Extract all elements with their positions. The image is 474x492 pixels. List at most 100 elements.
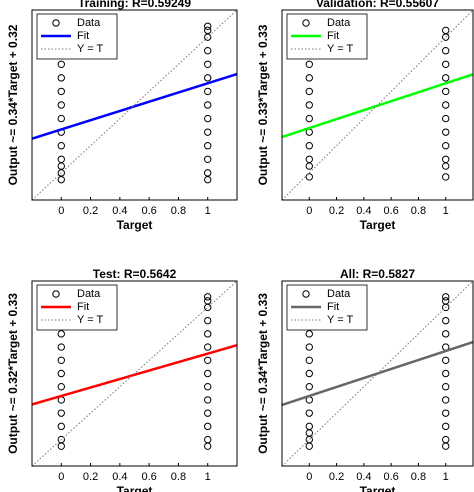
data-point: [442, 173, 450, 181]
data-point: [204, 128, 212, 136]
x-tick-label: 0.2: [83, 205, 98, 217]
x-tick-label: 0.2: [329, 471, 344, 483]
legend-label: Fit: [327, 30, 339, 42]
data-point: [204, 114, 212, 123]
series-group: [31, 9, 238, 201]
data-point: [442, 383, 450, 391]
data-point: [442, 47, 450, 55]
legend-label: Y = T: [327, 314, 353, 326]
x-tick-label: 0.4: [112, 471, 127, 483]
identity-line: [31, 9, 238, 201]
fit-line: [31, 344, 238, 406]
x-tick-label: 1: [205, 205, 211, 217]
data-point: [204, 356, 212, 364]
identity-line: [281, 9, 474, 201]
x-axis-label: Target: [360, 218, 396, 232]
series-group: [31, 280, 238, 467]
data-point: [57, 330, 65, 338]
x-tick-label: 0.8: [411, 471, 426, 483]
data-point: [57, 435, 65, 444]
y-axis-label: Output ~= 0.34*Target + 0.32: [6, 24, 20, 185]
axes-frame: [31, 9, 238, 201]
x-tick-label: 1: [205, 471, 211, 483]
data-point: [305, 383, 313, 391]
data-point: [442, 409, 450, 417]
legend-label: Fit: [77, 301, 89, 313]
data-point: [442, 396, 450, 404]
data-point: [442, 297, 450, 305]
data-point: [57, 356, 65, 364]
data-point: [57, 87, 65, 96]
x-tick-label: 0: [58, 471, 64, 483]
data-point: [305, 87, 313, 96]
data-point: [442, 293, 450, 301]
data-point: [57, 383, 65, 391]
legend-label: Y = T: [327, 43, 353, 55]
x-tick-label: 1: [443, 205, 449, 217]
data-point: [204, 435, 212, 444]
data-point: [204, 74, 212, 82]
x-tick-label: 0.2: [83, 471, 98, 483]
legend-marker: [52, 19, 60, 27]
fit-line: [31, 72, 238, 140]
data-point: [57, 74, 65, 82]
data-point: [204, 293, 212, 301]
data-point: [305, 343, 313, 351]
data-point: [305, 173, 313, 181]
data-point: [305, 142, 313, 150]
legend-label: Data: [77, 288, 101, 300]
fit-line: [281, 340, 474, 407]
data-point: [204, 330, 212, 338]
data-point: [442, 316, 450, 325]
data-point: [305, 369, 313, 378]
data-point: [57, 343, 65, 351]
x-tick-label: 0.6: [383, 205, 398, 217]
x-tick-label: 0: [306, 471, 312, 483]
data-point: [442, 60, 450, 68]
x-tick-label: 0.6: [141, 205, 156, 217]
x-tick-label: 0.4: [112, 205, 127, 217]
legend-label: Data: [327, 17, 351, 29]
x-tick-label: 0.8: [171, 471, 186, 483]
data-point: [442, 128, 450, 136]
data-point: [442, 330, 450, 338]
data-point: [57, 60, 65, 68]
axes-frame: [281, 280, 474, 467]
data-point: [204, 383, 212, 391]
data-point: [442, 356, 450, 364]
data-point: [442, 26, 450, 35]
data-point: [204, 396, 212, 404]
data-point: [204, 343, 212, 351]
data-point: [442, 155, 450, 163]
data-point: [305, 60, 313, 68]
data-point: [57, 155, 65, 163]
legend-marker: [302, 290, 310, 298]
x-tick-label: 0.4: [356, 471, 371, 483]
data-point: [305, 409, 313, 417]
data-point: [204, 101, 212, 109]
data-point: [204, 47, 212, 55]
legend-marker: [52, 290, 60, 298]
identity-line: [31, 280, 238, 467]
x-tick-label: 0.6: [383, 471, 398, 483]
series-group: [281, 9, 474, 201]
axes-frame: [281, 9, 474, 201]
data-point: [442, 74, 450, 82]
data-point: [305, 114, 313, 123]
data-point: [204, 155, 212, 163]
x-tick-label: 0.4: [356, 205, 371, 217]
data-point: [305, 356, 313, 364]
chart-title: Validation: R=0.55607: [316, 0, 439, 10]
data-point: [442, 114, 450, 123]
series-group: [281, 280, 474, 467]
y-axis-label: Output ~= 0.32*Target + 0.33: [6, 293, 20, 454]
data-point: [442, 87, 450, 96]
data-point: [305, 422, 313, 431]
data-point: [442, 369, 450, 378]
